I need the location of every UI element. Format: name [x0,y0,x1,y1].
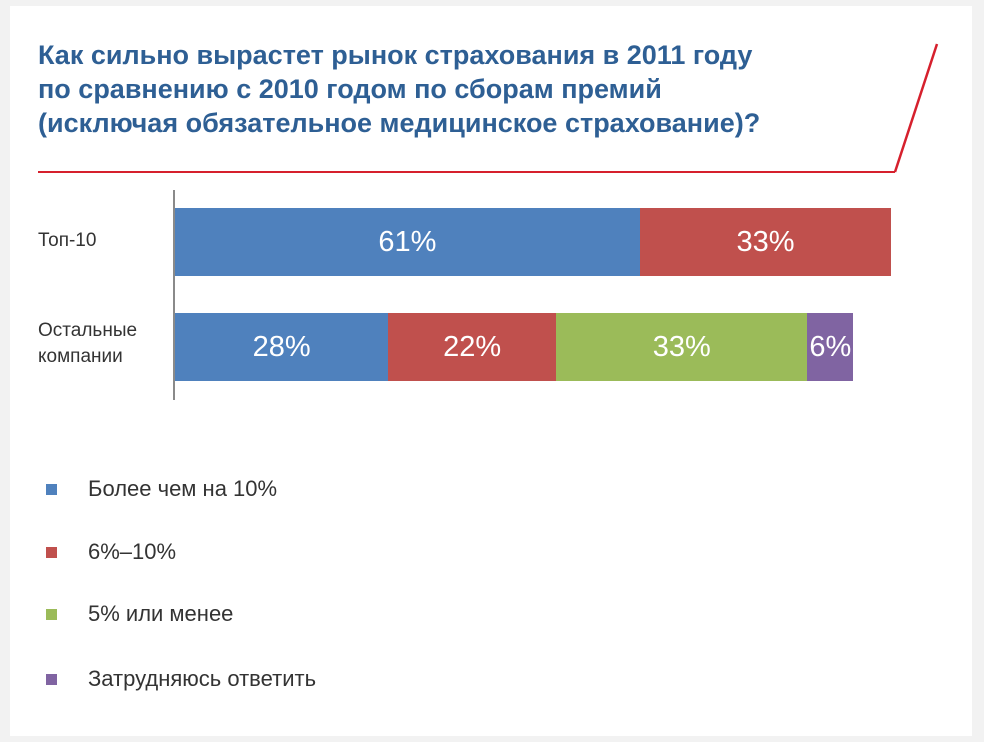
legend-label: Затрудняюсь ответить [88,666,317,691]
legend-swatch [46,673,57,685]
legend-swatch [46,483,57,495]
bar-segment: 61% [175,208,640,276]
legend-item: Более чем на 10% [46,474,277,504]
legend-label: 6%–10% [88,539,177,564]
legend-label: Более чем на 10% [88,476,278,501]
category-axis [173,190,175,400]
chart-title-line: (исключая обязательное медицинское страх… [38,108,761,138]
legend-item: 5% или менее [46,599,233,629]
legend-item: Затрудняюсь ответить [46,664,316,694]
category-label-line: Топ-10 [38,230,97,251]
legend-swatch [46,546,57,558]
chart-title-line: по сравнению с 2010 годом по сборам прем… [38,74,662,104]
bar-segment: 28% [175,313,389,381]
title-slash [893,43,939,173]
category-label-top10: Топ-10 [38,228,96,254]
legend-label: 5% или менее [88,601,234,626]
bar-segment: 33% [639,208,892,276]
category-label-line: Остальные [38,320,138,341]
chart-title-line: Как сильно вырастет рынок страхования в … [38,40,753,70]
legend-item: 6%–10% [46,537,176,567]
chart-title: Как сильно вырастет рынок страхования в … [38,38,898,140]
legend-swatch [46,608,57,620]
category-label-others: Остальные компании [38,318,137,370]
bar-segment: 6% [807,313,854,381]
category-label-line: компании [38,346,123,367]
bar-segment: 33% [556,313,808,381]
bar-segment: 22% [388,313,556,381]
